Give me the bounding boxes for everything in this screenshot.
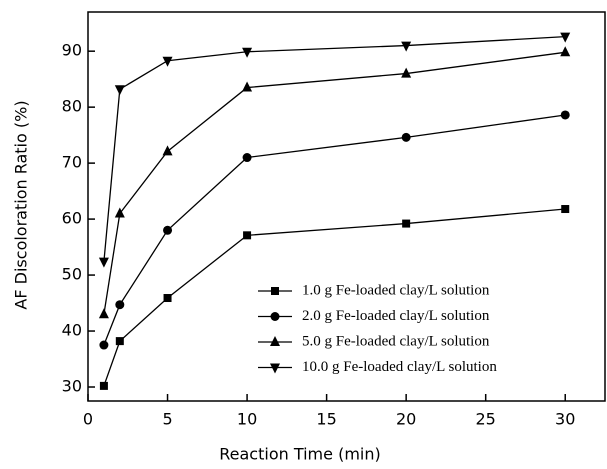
data-point <box>242 81 253 92</box>
x-tick-label: 0 <box>83 410 93 429</box>
legend-marker <box>270 336 280 346</box>
data-point <box>162 145 173 156</box>
data-point <box>561 205 570 214</box>
y-tick-label: 40 <box>62 321 82 340</box>
legend-marker <box>271 287 279 295</box>
data-point <box>99 340 109 350</box>
data-point <box>98 257 109 268</box>
legend-label: 10.0 g Fe-loaded clay/L solution <box>302 359 497 375</box>
legend-label: 5.0 g Fe-loaded clay/L solution <box>302 333 490 349</box>
series-line <box>103 51 566 315</box>
legend-marker <box>270 363 280 374</box>
data-point <box>114 207 125 218</box>
data-point <box>242 47 253 58</box>
y-axis-label: AF Discoloration Ratio (%) <box>12 100 31 309</box>
y-tick-label: 70 <box>62 153 82 172</box>
legend-marker <box>270 312 280 321</box>
data-point <box>162 56 173 67</box>
y-tick-label: 90 <box>62 41 82 60</box>
data-point <box>243 231 252 240</box>
y-tick-label: 60 <box>62 209 82 228</box>
legend-label: 1.0 g Fe-loaded clay/L solution <box>302 282 490 298</box>
series-line <box>103 208 566 387</box>
data-point <box>560 46 571 57</box>
series-line <box>103 114 566 346</box>
x-tick-label: 25 <box>476 410 496 429</box>
data-point <box>402 219 411 228</box>
plot-frame <box>87 11 606 402</box>
data-point <box>163 225 173 235</box>
data-point <box>99 381 108 390</box>
x-tick-label: 30 <box>555 410 575 429</box>
y-tick-label: 80 <box>62 97 82 116</box>
data-point <box>401 41 412 52</box>
legend-label: 2.0 g Fe-loaded clay/L solution <box>302 308 490 324</box>
data-point <box>401 132 411 142</box>
data-point <box>98 308 109 319</box>
data-point <box>560 110 570 120</box>
series-line <box>103 35 566 262</box>
data-point <box>401 67 412 78</box>
x-tick-label: 10 <box>237 410 257 429</box>
data-point <box>560 32 571 43</box>
x-tick-label: 20 <box>396 410 416 429</box>
x-tick-label: 5 <box>162 410 172 429</box>
data-point <box>163 294 172 303</box>
data-point <box>242 153 252 163</box>
x-tick-label: 15 <box>316 410 336 429</box>
data-point <box>115 300 125 310</box>
y-tick-label: 50 <box>62 265 82 284</box>
data-point <box>114 85 125 96</box>
data-point <box>115 337 124 346</box>
y-tick-label: 30 <box>62 377 82 396</box>
x-axis-label: Reaction Time (min) <box>219 445 380 464</box>
